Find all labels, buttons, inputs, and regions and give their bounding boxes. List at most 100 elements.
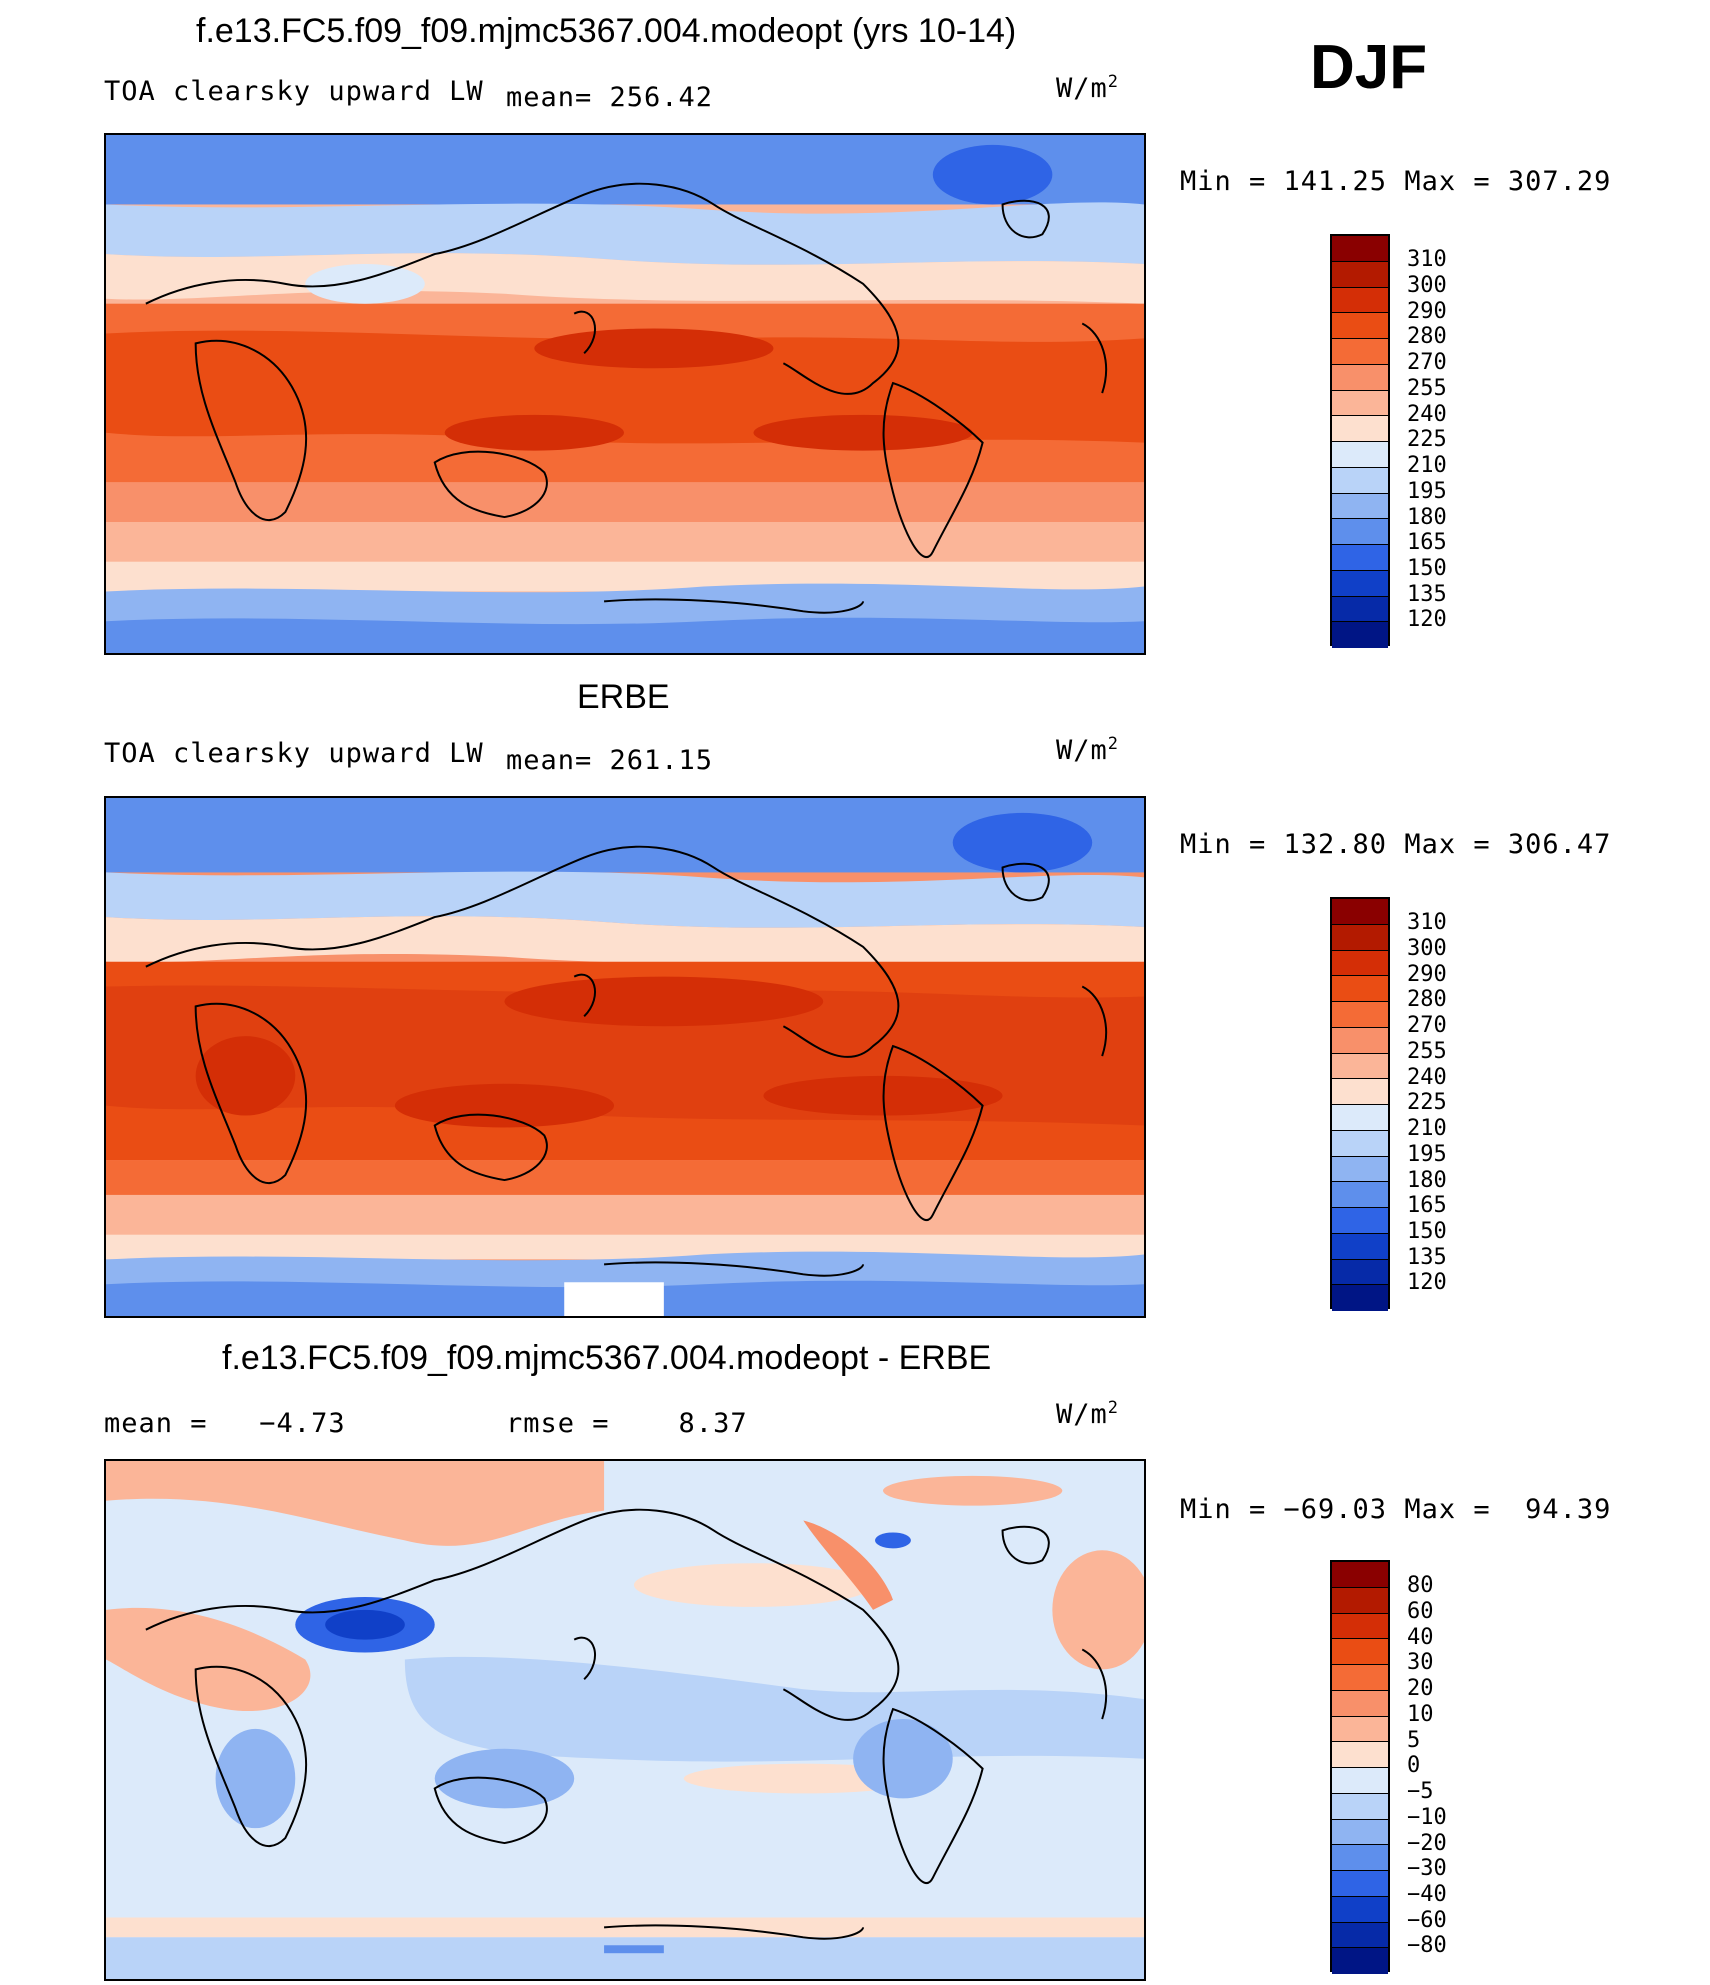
panel2-colorbar-ticks: 310 300 290 280 270 255 240 225 210 195 …: [1407, 897, 1507, 1309]
colorbar-swatch: [1332, 467, 1388, 494]
colorbar-tick: 280: [1407, 987, 1447, 1012]
colorbar-swatch: [1332, 1690, 1388, 1717]
colorbar-tick: 20: [1407, 1676, 1434, 1701]
colorbar-swatch: [1332, 390, 1388, 417]
colorbar-tick: 165: [1407, 1193, 1447, 1218]
colorbar-swatch: [1332, 493, 1388, 520]
season-label: DJF: [1310, 33, 1428, 102]
colorbar-tick: 150: [1407, 1219, 1447, 1244]
colorbar-tick: 135: [1407, 1245, 1447, 1270]
panel1-colorbar-ticks: 310 300 290 280 270 255 240 225 210 195 …: [1407, 234, 1507, 646]
panel2-minmax: Min = 132.80 Max = 306.47: [1180, 829, 1612, 860]
colorbar-swatch: [1332, 1768, 1388, 1794]
colorbar-tick: −5: [1407, 1779, 1434, 1804]
colorbar-tick: 290: [1407, 299, 1447, 324]
colorbar-swatch: [1332, 596, 1388, 623]
colorbar-swatch: [1332, 1259, 1388, 1286]
colorbar-swatch: [1332, 1896, 1388, 1923]
colorbar-tick: 10: [1407, 1702, 1434, 1727]
colorbar-swatch: [1332, 1130, 1388, 1157]
colorbar-swatch: [1332, 1562, 1388, 1588]
panel2-mean: mean= 261.15: [506, 745, 714, 776]
colorbar-tick: 5: [1407, 1728, 1421, 1753]
colorbar-tick: 210: [1407, 453, 1447, 478]
colorbar-swatch: [1332, 416, 1388, 442]
colorbar-swatch: [1332, 1079, 1388, 1105]
colorbar-tick: 195: [1407, 479, 1447, 504]
panel1-colorbar: [1330, 234, 1390, 648]
colorbar-swatch: [1332, 1819, 1388, 1846]
colorbar-tick: −40: [1407, 1882, 1447, 1907]
colorbar-swatch: [1332, 1948, 1388, 1974]
panel1-field: [106, 135, 1144, 653]
colorbar-swatch: [1332, 519, 1388, 545]
panel1-units: W/m2: [1056, 72, 1120, 104]
colorbar-swatch: [1332, 1665, 1388, 1691]
colorbar-swatch: [1332, 442, 1388, 468]
colorbar-tick: 195: [1407, 1142, 1447, 1167]
colorbar-tick: 30: [1407, 1650, 1434, 1675]
colorbar-tick: 240: [1407, 402, 1447, 427]
colorbar-tick: 210: [1407, 1116, 1447, 1141]
colorbar-tick: 135: [1407, 582, 1447, 607]
panel2-units: W/m2: [1056, 734, 1120, 766]
colorbar-tick: 310: [1407, 910, 1447, 935]
colorbar-swatch: [1332, 313, 1388, 339]
colorbar-tick: 225: [1407, 1090, 1447, 1115]
colorbar-tick: 165: [1407, 530, 1447, 555]
colorbar-tick: −10: [1407, 1805, 1447, 1830]
colorbar-tick: 80: [1407, 1573, 1434, 1598]
panel2-field: [106, 798, 1144, 1316]
colorbar-swatch: [1332, 1002, 1388, 1028]
panel3-colorbar: [1330, 1560, 1390, 1974]
colorbar-swatch: [1332, 1182, 1388, 1208]
panel3-title: f.e13.FC5.f09_f09.mjmc5367.004.modeopt -…: [222, 1339, 992, 1377]
colorbar-swatch: [1332, 287, 1388, 314]
panel3-colorbar-ticks: 80 60 40 30 20 10 5 0 −5 −10 −20 −30 −40…: [1407, 1560, 1507, 1972]
colorbar-tick: 270: [1407, 1013, 1447, 1038]
colorbar-tick: 300: [1407, 936, 1447, 961]
colorbar-swatch: [1332, 1922, 1388, 1949]
colorbar-tick: 60: [1407, 1599, 1434, 1624]
colorbar-swatch: [1332, 545, 1388, 571]
colorbar-tick: 255: [1407, 376, 1447, 401]
colorbar-swatch: [1332, 899, 1388, 925]
colorbar-swatch: [1332, 622, 1388, 648]
colorbar-swatch: [1332, 261, 1388, 288]
colorbar-tick: 180: [1407, 1168, 1447, 1193]
colorbar-tick: 0: [1407, 1753, 1421, 1778]
colorbar-swatch: [1332, 1871, 1388, 1897]
colorbar-swatch: [1332, 1742, 1388, 1768]
colorbar-tick: 290: [1407, 962, 1447, 987]
colorbar-swatch: [1332, 1845, 1388, 1871]
panel2-title: ERBE: [577, 678, 670, 716]
colorbar-tick: 120: [1407, 607, 1447, 632]
panel3-field: [106, 1461, 1144, 1979]
colorbar-swatch: [1332, 1105, 1388, 1131]
colorbar-tick: 240: [1407, 1065, 1447, 1090]
panel3-map: [104, 1459, 1146, 1981]
colorbar-swatch: [1332, 364, 1388, 391]
panel3-minmax: Min = −69.03 Max = 94.39: [1180, 1494, 1612, 1525]
colorbar-swatch: [1332, 924, 1388, 951]
colorbar-swatch: [1332, 1613, 1388, 1640]
panel2-map: [104, 796, 1146, 1318]
panel3-units: W/m2: [1056, 1398, 1120, 1430]
panel2-colorbar: [1330, 897, 1390, 1311]
colorbar-tick: 300: [1407, 273, 1447, 298]
colorbar-swatch: [1332, 1027, 1388, 1054]
colorbar-swatch: [1332, 1233, 1388, 1260]
colorbar-tick: 120: [1407, 1270, 1447, 1295]
colorbar-swatch: [1332, 1285, 1388, 1311]
colorbar-swatch: [1332, 950, 1388, 977]
panel3-rmse: rmse = 8.37: [506, 1408, 748, 1439]
panel1-minmax: Min = 141.25 Max = 307.29: [1180, 166, 1612, 197]
colorbar-tick: 40: [1407, 1625, 1434, 1650]
colorbar-swatch: [1332, 1587, 1388, 1614]
colorbar-swatch: [1332, 1208, 1388, 1234]
colorbar-tick: −80: [1407, 1933, 1447, 1958]
colorbar-swatch: [1332, 1156, 1388, 1183]
colorbar-tick: 280: [1407, 324, 1447, 349]
colorbar-tick: −20: [1407, 1831, 1447, 1856]
colorbar-swatch: [1332, 339, 1388, 365]
